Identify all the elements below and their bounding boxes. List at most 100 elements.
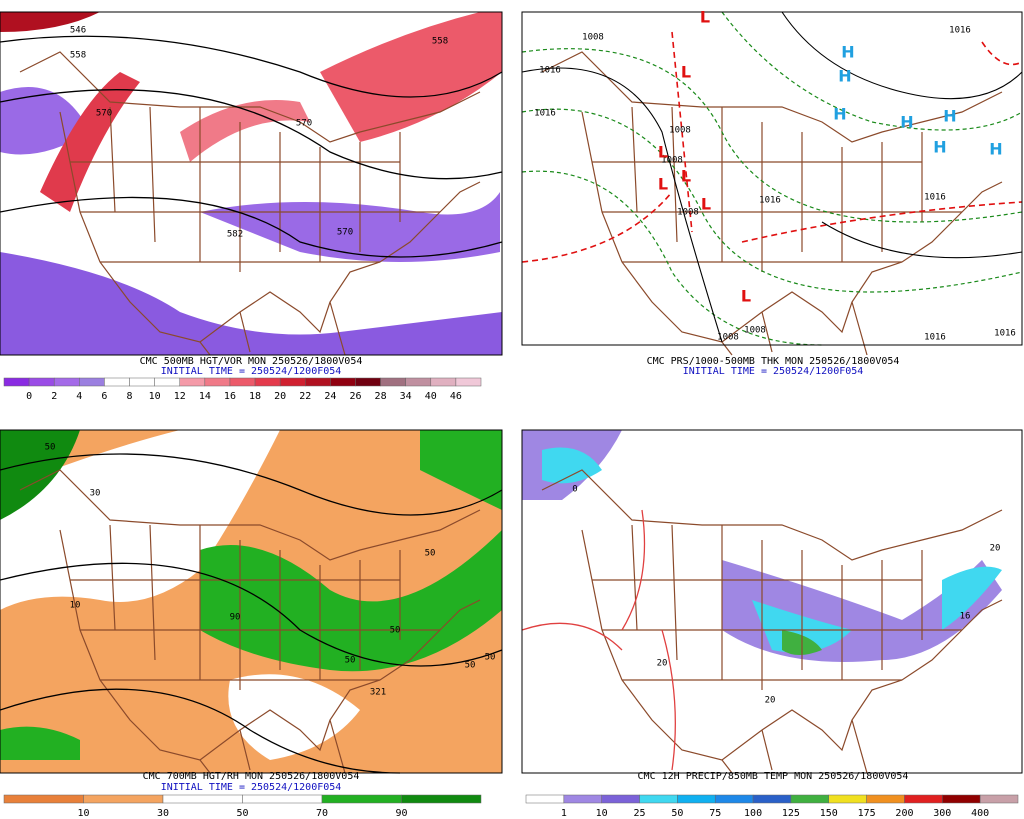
contour-label: 1016 [534,109,556,119]
pressure-center: H [943,107,956,126]
colorbar-box [3,377,30,387]
panel-map-1 [0,11,503,356]
contour-label: 1008 [582,33,604,43]
contour-label: 1008 [744,326,766,336]
colorbar-label: 50 [236,808,248,819]
contour-label: 1008 [669,126,691,136]
pressure-center: H [989,140,1002,159]
colorbar-label: 4 [76,391,82,402]
colorbar-box [355,377,381,387]
colorbar-box [714,794,754,804]
contour-label: 570 [296,119,312,129]
contour-label: 50 [45,443,56,453]
pressure-center: L [681,63,691,82]
colorbar-box [401,794,482,804]
colorbar-label: 75 [709,808,721,819]
pressure-center: H [841,43,854,62]
colorbar-label: 70 [316,808,328,819]
pressure-center: L [741,287,751,306]
contour-label: 50 [485,653,496,663]
initial-time: INITIAL TIME = 250524/1200F054 [161,366,342,377]
colorbar-box [79,377,105,387]
contour-label: 558 [70,51,86,61]
colorbar-label: 24 [324,391,336,402]
colorbar-box [455,377,482,387]
colorbar-box [321,794,402,804]
colorbar-label: 125 [782,808,800,819]
colorbar-label: 20 [274,391,286,402]
colorbar-label: 18 [249,391,261,402]
contour-label: 50 [390,626,401,636]
pressure-center: L [700,8,710,27]
contour-label: 1016 [759,196,781,206]
colorbar-label: 34 [400,391,412,402]
colorbar-box [330,377,356,387]
colorbar-box [639,794,678,804]
contour-label: 20 [657,659,668,669]
colorbar-label: 200 [895,808,913,819]
contour-label: 546 [70,26,86,36]
pressure-center: H [933,138,946,157]
contour-label: 50 [425,549,436,559]
colorbar-label: 8 [127,391,133,402]
contour-label: 10 [70,601,81,611]
colorbar-box [866,794,905,804]
contour-label: 30 [90,489,101,499]
panel-map-4 [521,429,1023,774]
contour-label: 1016 [924,333,946,343]
colorbar-label: 10 [149,391,161,402]
colorbar-label: 12 [174,391,186,402]
colorbar-box [154,377,180,387]
colorbar-label: 25 [634,808,646,819]
colorbar-label: 46 [450,391,462,402]
colorbar-label: 100 [744,808,762,819]
colorbar-box [979,794,1019,804]
contour-label: 570 [96,109,112,119]
panel-map-2 [521,11,1023,356]
initial-time: INITIAL TIME = 250524/1200F054 [161,782,342,793]
colorbar-label: 28 [375,391,387,402]
pressure-center: H [838,67,851,86]
colorbar-box [405,377,432,387]
colorbar-box [677,794,716,804]
colorbar-label: 10 [596,808,608,819]
colorbar-label: 14 [199,391,211,402]
colorbar-box [242,794,323,804]
colorbar-box [904,794,943,804]
contour-label: 20 [990,544,1001,554]
colorbar-box [525,794,565,804]
colorbar-box [254,377,281,387]
colorbar-label: 10 [77,808,89,819]
colorbar-label: 150 [820,808,838,819]
caption: CMC 12H PRECIP/850MB TEMP MON 250526/180… [638,771,909,782]
colorbar-box [752,794,792,804]
contour-label: 1008 [661,156,683,166]
pressure-center: L [701,195,711,214]
pressure-center: L [658,143,668,162]
colorbar-label: 1 [561,808,567,819]
colorbar-box [129,377,155,387]
colorbar-box [229,377,256,387]
colorbar-box [179,377,206,387]
initial-time: INITIAL TIME = 250524/1200F054 [683,366,864,377]
contour-label: 570 [337,228,353,238]
colorbar-label: 90 [395,808,407,819]
contour-label: 50 [465,661,476,671]
colorbar-box [430,377,457,387]
colorbar-box [83,794,164,804]
contour-label: 16 [960,612,971,622]
colorbar-label: 22 [299,391,311,402]
colorbar-box [942,794,981,804]
contour-label: 1016 [949,26,971,36]
colorbar-label: 400 [971,808,989,819]
colorbar-box [28,377,55,387]
contour-label: 1016 [924,193,946,203]
contour-label: 1008 [717,333,739,343]
colorbar-label: 50 [671,808,683,819]
colorbar-label: 0 [26,391,32,402]
colorbar-box [563,794,602,804]
pressure-center: H [900,113,913,132]
colorbar-box [3,794,84,804]
caption: CMC 700MB HGT/RH MON 250526/1800V054 [143,771,360,782]
contour-label: 50 [345,656,356,666]
